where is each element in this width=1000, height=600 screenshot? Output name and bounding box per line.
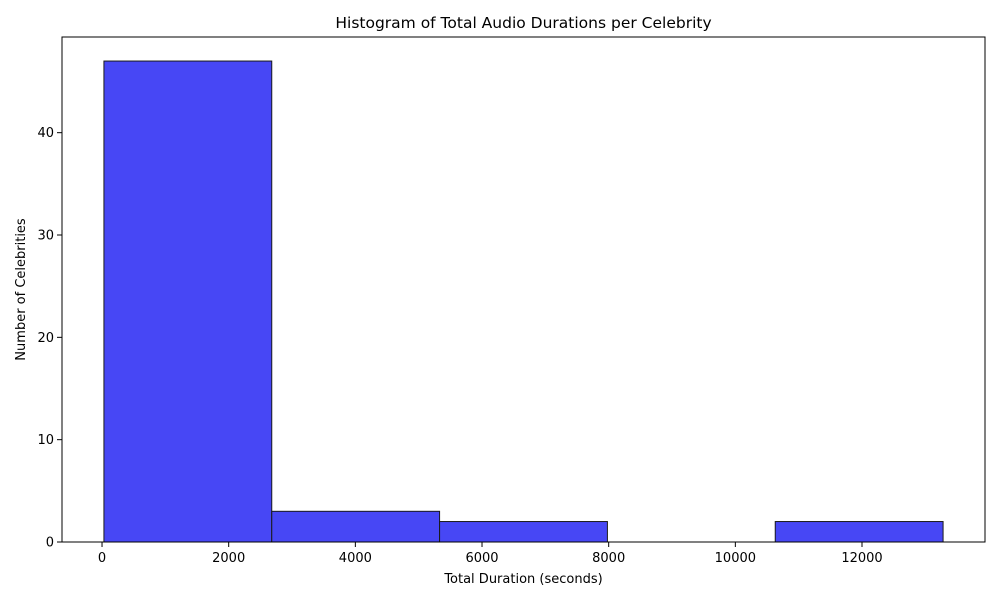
- x-tick-label-4: 6000: [465, 551, 498, 566]
- x-tick-label-2: 2000: [212, 551, 245, 566]
- bars-group: [103, 60, 944, 543]
- histogram-bar-5: [774, 521, 944, 543]
- histogram-bar-3: [439, 521, 608, 543]
- histogram-bar-2: [271, 510, 441, 543]
- chart-title: Histogram of Total Audio Durations per C…: [335, 14, 711, 32]
- y-tick-label-3: 20: [37, 331, 54, 346]
- y-tick-label-5: 40: [37, 126, 54, 141]
- plot-frame: [61, 36, 986, 543]
- y-tick-label-2: 10: [37, 433, 54, 448]
- x-axis-label: Total Duration (seconds): [443, 572, 602, 587]
- x-tick-label-7: 12000: [841, 551, 882, 566]
- x-tick-label-3: 4000: [339, 551, 372, 566]
- histogram-bar-1: [103, 60, 273, 543]
- y-axis-ticks: 0 10 20 30 40: [37, 126, 62, 551]
- y-tick-label-1: 0: [46, 536, 54, 551]
- x-tick-label-1: 0: [98, 551, 106, 566]
- x-axis-ticks: 0 2000 4000 6000 8000 10000 12000: [98, 542, 883, 566]
- y-axis-label: Number of Celebrities: [14, 218, 29, 361]
- y-tick-label-4: 30: [37, 229, 54, 244]
- x-tick-label-6: 10000: [715, 551, 756, 566]
- x-tick-label-5: 8000: [592, 551, 625, 566]
